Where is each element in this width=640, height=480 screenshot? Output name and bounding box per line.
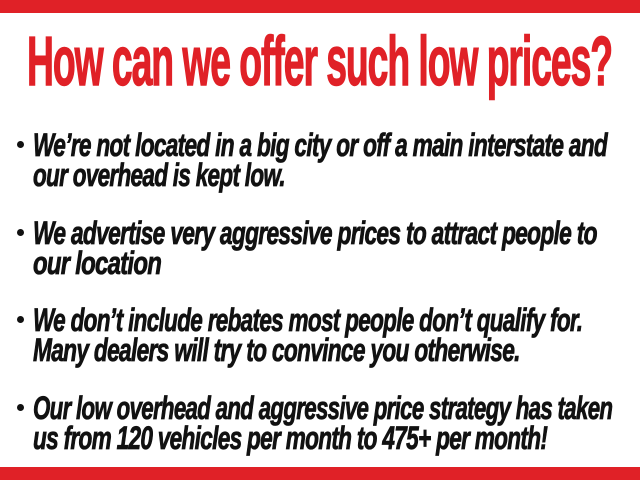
- bullet-line: us from 120 vehicles per month to 475+ p…: [33, 420, 640, 456]
- top-red-bar: [0, 0, 640, 13]
- bullet-line-text: We don’t include rebates most people don…: [33, 302, 584, 338]
- bullet-line-text: Our low overhead and aggressive price st…: [33, 390, 614, 426]
- bullet-dot: [17, 229, 24, 236]
- bullet-line: Many dealers will try to convince you ot…: [33, 332, 640, 368]
- bullet-line-text: our overhead is kept low.: [33, 157, 286, 193]
- bullet-line: We’re not located in a big city or off a…: [33, 127, 640, 163]
- bullet-line-text: our location: [33, 245, 162, 281]
- bullet-item-3: We don’t include rebates most people don…: [15, 302, 640, 368]
- bullet-line-text: us from 120 vehicles per month to 475+ p…: [33, 420, 548, 456]
- bullet-item-2: We advertise very aggressive prices to a…: [15, 215, 640, 281]
- page-title: How can we offer such low prices?: [27, 22, 640, 100]
- bullet-item-4: Our low overhead and aggressive price st…: [15, 390, 640, 456]
- bullet-line-text: We advertise very aggressive prices to a…: [33, 215, 598, 251]
- bullet-line: Our low overhead and aggressive price st…: [33, 390, 640, 426]
- bullet-dot: [17, 316, 24, 323]
- bullet-item-1: We’re not located in a big city or off a…: [15, 127, 640, 193]
- bullet-line: our location: [33, 245, 640, 281]
- page-title-text: How can we offer such low prices?: [27, 22, 614, 100]
- bullet-line-text: Many dealers will try to convince you ot…: [33, 332, 521, 368]
- bullet-dot: [17, 404, 24, 411]
- bullet-line-text: We’re not located in a big city or off a…: [33, 127, 608, 163]
- bullet-line: our overhead is kept low.: [33, 157, 640, 193]
- bullet-line: We don’t include rebates most people don…: [33, 302, 640, 338]
- bottom-red-bar: [0, 467, 640, 480]
- bullet-dot: [17, 141, 24, 148]
- bullet-line: We advertise very aggressive prices to a…: [33, 215, 640, 251]
